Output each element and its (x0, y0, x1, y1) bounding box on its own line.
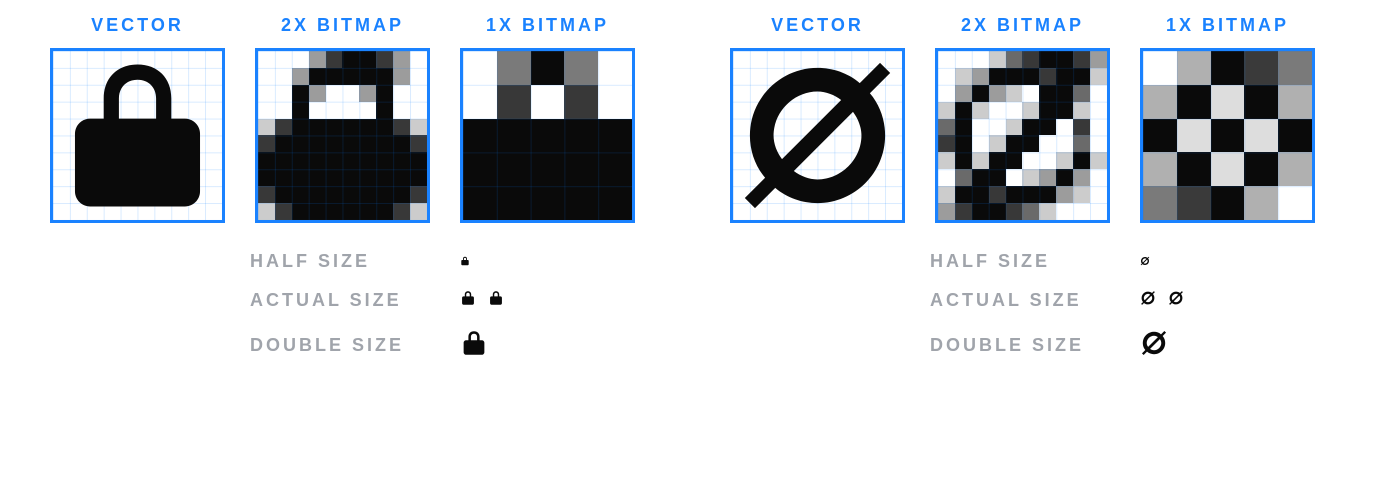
panel-bitmap2x: 2X BITMAP (255, 15, 430, 223)
header-bitmap1x: 1X BITMAP (486, 15, 609, 36)
swatch-bitmap1x-lock (460, 48, 635, 223)
lock-icon (53, 51, 222, 220)
size-examples: HALF SIZE ACTUAL SIZE DOUBLE SIZE (930, 251, 1350, 362)
swatch-row: VECTOR 2X BITMAP 1X BITMAP (50, 15, 670, 223)
lock-icon (460, 290, 476, 306)
lock-icon (488, 290, 504, 311)
panel-vector: VECTOR (50, 15, 225, 223)
slashed-circle-icon (1168, 290, 1184, 311)
lock-icon (460, 253, 470, 271)
header-bitmap1x: 1X BITMAP (1166, 15, 1289, 36)
label-half-size: HALF SIZE (250, 251, 440, 272)
panel-bitmap1x: 1X BITMAP (460, 15, 635, 223)
size-row-half: HALF SIZE (250, 251, 670, 272)
swatch-row: VECTOR 2X BITMAP 1X BITMAP (730, 15, 1350, 223)
slashed-circle-icon (1140, 253, 1150, 271)
slashed-circle-icon (733, 51, 902, 220)
half-size-icons (460, 253, 470, 271)
lock-icon (460, 290, 476, 311)
size-row-actual: ACTUAL SIZE (930, 290, 1350, 311)
swatch-bitmap2x-slashed-circle (935, 48, 1110, 223)
label-double-size: DOUBLE SIZE (250, 335, 440, 356)
size-row-half: HALF SIZE (930, 251, 1350, 272)
panel-bitmap2x: 2X BITMAP (935, 15, 1110, 223)
slashed-circle-icon (1140, 329, 1168, 362)
label-half-size: HALF SIZE (930, 251, 1120, 272)
panel-bitmap1x: 1X BITMAP (1140, 15, 1315, 223)
slashed-circle-icon (1140, 256, 1150, 266)
size-row-double: DOUBLE SIZE (250, 329, 670, 362)
lock-icon (460, 329, 488, 362)
slashed-circle-icon (1140, 290, 1156, 311)
double-size-icons (460, 329, 488, 362)
actual-size-icons (1140, 290, 1184, 311)
actual-size-icons (460, 290, 504, 311)
lock-icon (488, 290, 504, 306)
swatch-bitmap1x-slashed-circle (1140, 48, 1315, 223)
size-row-double: DOUBLE SIZE (930, 329, 1350, 362)
double-size-icons (1140, 329, 1168, 362)
size-examples: HALF SIZE ACTUAL SIZE DOUBLE SIZE (250, 251, 670, 362)
label-double-size: DOUBLE SIZE (930, 335, 1120, 356)
slashed-circle-icon (1140, 290, 1156, 306)
half-size-icons (1140, 253, 1150, 271)
header-bitmap2x: 2X BITMAP (281, 15, 404, 36)
slashed-circle-icon (1140, 329, 1168, 357)
swatch-vector-lock (50, 48, 225, 223)
size-row-actual: ACTUAL SIZE (250, 290, 670, 311)
icon-group-lock: VECTOR 2X BITMAP 1X BITMAP HALF SIZE ACT… (50, 15, 670, 480)
panel-vector: VECTOR (730, 15, 905, 223)
header-vector: VECTOR (771, 15, 864, 36)
header-vector: VECTOR (91, 15, 184, 36)
label-actual-size: ACTUAL SIZE (250, 290, 440, 311)
lock-icon (460, 329, 488, 357)
swatch-bitmap2x-lock (255, 48, 430, 223)
label-actual-size: ACTUAL SIZE (930, 290, 1120, 311)
lock-icon (460, 256, 470, 266)
header-bitmap2x: 2X BITMAP (961, 15, 1084, 36)
swatch-vector-slashed-circle (730, 48, 905, 223)
slashed-circle-icon (1168, 290, 1184, 306)
icon-group-slashed-circle: VECTOR 2X BITMAP 1X BITMAP HALF SIZE ACT… (730, 15, 1350, 480)
